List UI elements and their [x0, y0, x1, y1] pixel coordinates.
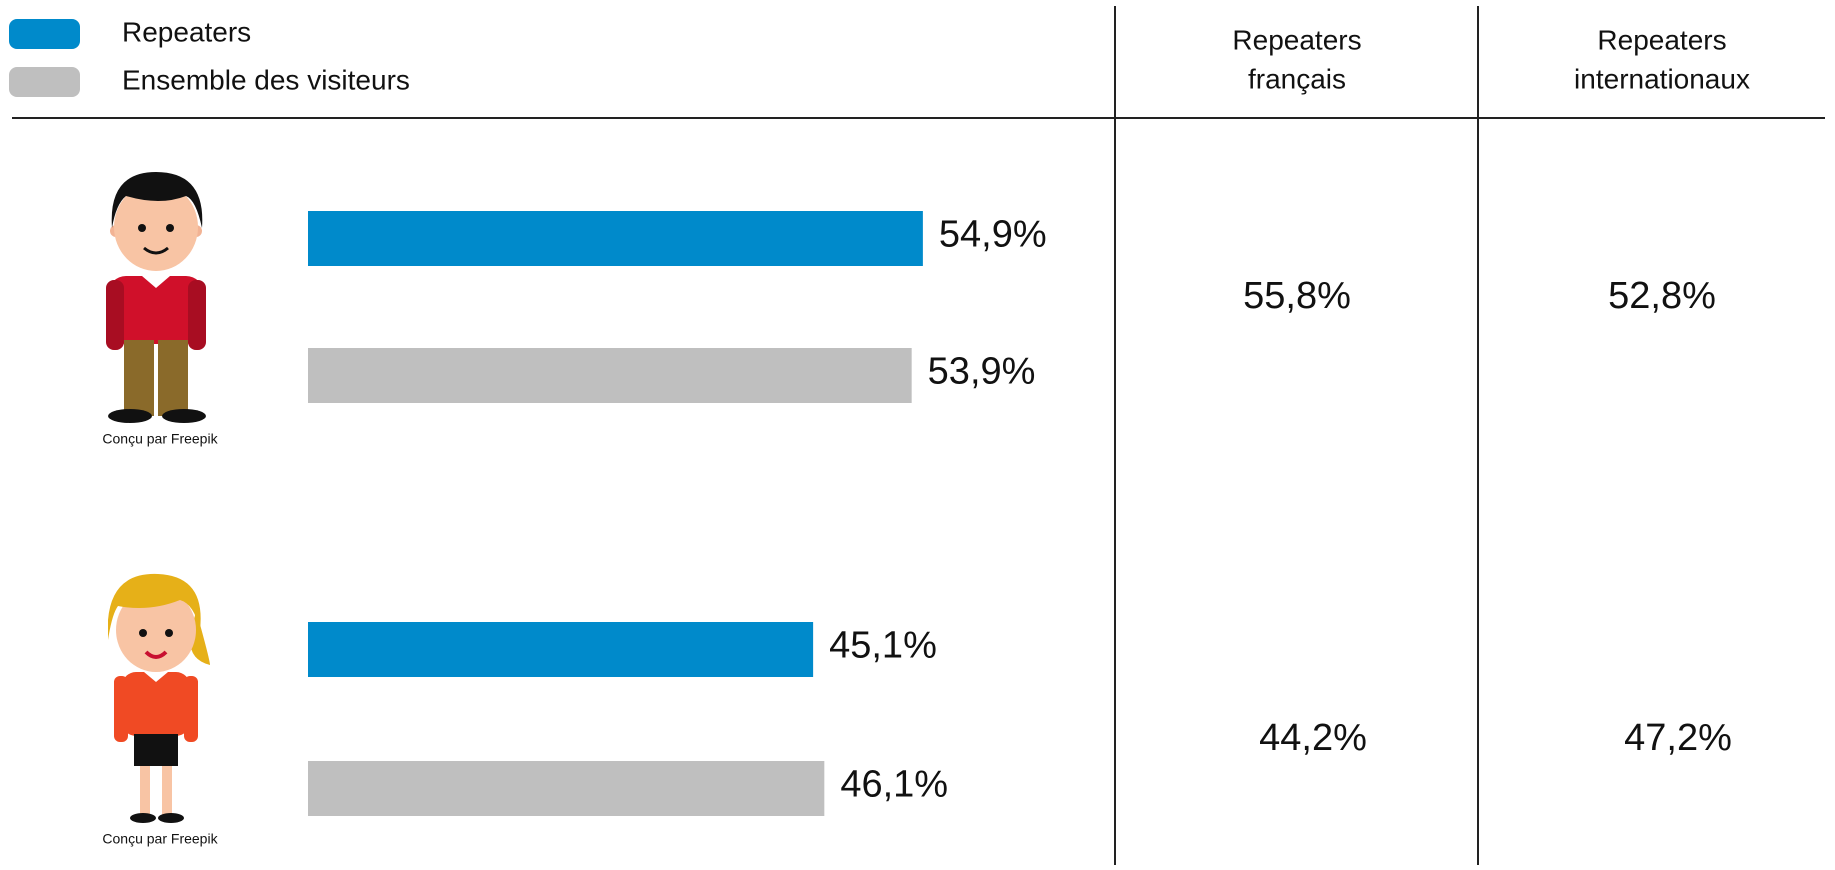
- bar: [308, 211, 923, 266]
- value-label: 45,1%: [829, 625, 937, 667]
- column-header: Repeaters: [1597, 24, 1726, 55]
- credit: Conçu par Freepik: [102, 831, 218, 847]
- column-header: français: [1248, 63, 1346, 94]
- value-label: 46,1%: [840, 764, 948, 806]
- legend-swatch: [9, 67, 80, 97]
- bar: [308, 761, 825, 816]
- table-cell: 44,2%: [1259, 717, 1367, 759]
- column-header: Repeaters: [1232, 24, 1361, 55]
- column-header: internationaux: [1574, 63, 1750, 94]
- credit: Conçu par Freepik: [102, 431, 218, 447]
- legend-label: Ensemble des visiteurs: [122, 64, 410, 95]
- table-cell: 52,8%: [1608, 275, 1716, 317]
- value-label: 54,9%: [939, 214, 1047, 256]
- legend-swatch: [9, 19, 80, 49]
- value-label: 53,9%: [928, 351, 1036, 393]
- bar: [308, 348, 912, 403]
- woman-icon: [108, 573, 210, 823]
- table-cell: 55,8%: [1243, 275, 1351, 317]
- man-icon: [106, 172, 206, 423]
- table-cell: 47,2%: [1624, 717, 1732, 759]
- bar: [308, 622, 814, 677]
- legend-label: Repeaters: [122, 16, 251, 47]
